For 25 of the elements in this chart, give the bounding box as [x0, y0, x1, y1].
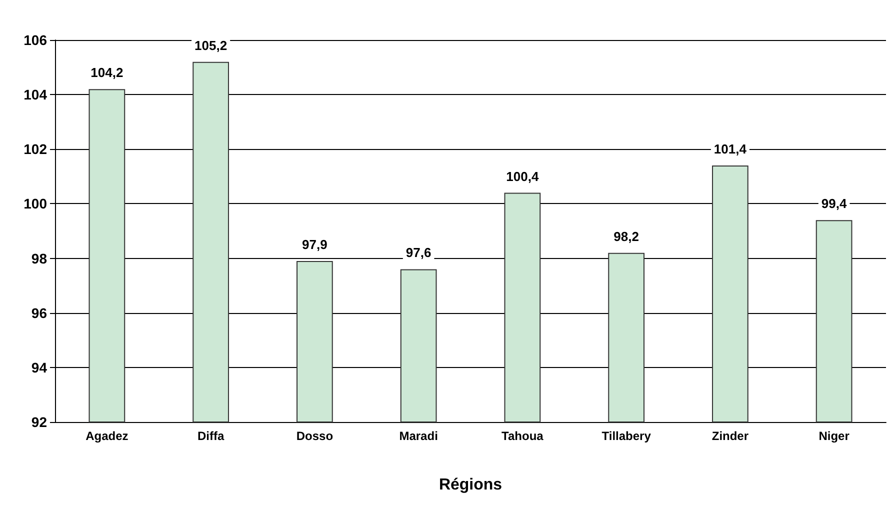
- data-label: 97,9: [302, 237, 328, 252]
- x-tick-label: Tillabery: [602, 429, 652, 443]
- x-tick-label: Tahoua: [502, 429, 544, 443]
- x-tick-label: Zinder: [712, 429, 749, 443]
- data-label: 101,4: [714, 142, 748, 157]
- y-tick-label: 102: [24, 141, 48, 158]
- x-tick-label: Maradi: [399, 429, 438, 443]
- data-label: 98,2: [614, 228, 639, 244]
- data-label: 99,4: [821, 196, 848, 212]
- y-tick-label: 94: [31, 359, 48, 376]
- x-axis-title: Régions: [438, 476, 502, 494]
- data-label: 100,4: [506, 168, 540, 184]
- y-tick-label: 96: [31, 304, 48, 321]
- x-tick-label: Niger: [818, 429, 850, 443]
- x-tick-label: Dosso: [296, 429, 334, 443]
- y-tick-label: 100: [24, 196, 48, 212]
- data-label: 104,2: [90, 65, 124, 80]
- data-label: 97,6: [406, 245, 432, 260]
- y-tick-label: 106: [24, 32, 48, 48]
- data-label: 105,2: [194, 38, 228, 53]
- y-tick-label: 92: [31, 414, 48, 430]
- y-tick-label: 104: [24, 86, 48, 103]
- x-tick-label: Diffa: [197, 429, 224, 443]
- x-tick-label: Agadez: [86, 429, 128, 443]
- y-tick-label: 98: [31, 250, 48, 266]
